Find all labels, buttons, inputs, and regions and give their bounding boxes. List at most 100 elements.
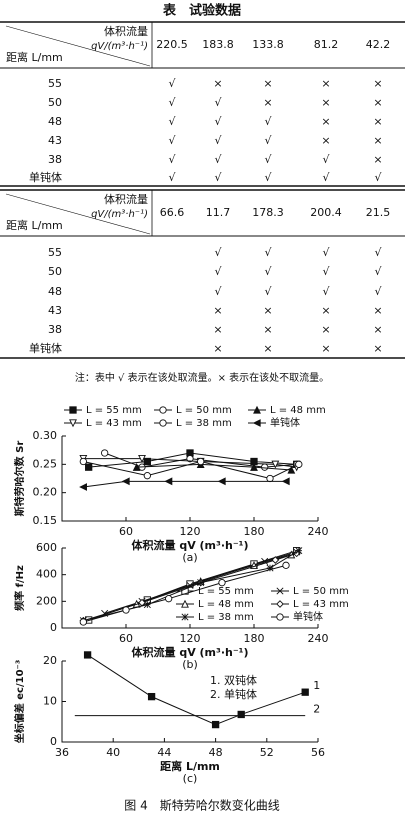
marker [261,463,269,471]
legend-label: L = 43 mm [293,599,349,610]
marker [165,595,173,603]
y-tick-label: 0 [50,621,57,634]
cell: × [321,96,330,109]
y-tick-label: 200 [36,594,57,607]
marker [266,474,274,483]
flow-value: 183.8 [202,38,234,51]
y-tick-label: 0.30 [33,429,58,442]
cell: √ [322,153,330,166]
cell: × [321,77,330,90]
marker [181,599,189,608]
marker [69,419,77,428]
marker [295,460,303,468]
x-tick-label: 180 [244,632,265,645]
cell: √ [322,265,330,278]
marker [138,455,146,463]
marker [83,651,92,659]
legend-label: L = 38 mm [198,612,254,623]
cell: √ [214,265,222,278]
cell: × [263,77,272,90]
marker [237,710,245,719]
x-tick-label: 60 [119,632,133,645]
cell: × [321,115,330,128]
x-tick-label: 36 [55,746,69,759]
cell: √ [214,134,222,147]
x-tick-label: 60 [119,525,133,538]
cell: √ [264,115,272,128]
marker [287,465,296,474]
row-label: 38 [48,323,62,336]
marker [181,613,189,621]
marker [79,618,87,626]
marker [85,463,93,471]
cell: √ [374,265,382,278]
marker [253,405,261,414]
marker [271,556,280,564]
cell: × [373,323,382,336]
x-axis-label: 体积流量 qV (m³·h⁻¹) [131,538,248,552]
marker [132,462,141,471]
header-flow-label: 体积流量 [104,24,148,38]
cell: √ [264,265,272,278]
row-label: 48 [48,285,62,298]
cell: × [373,77,382,90]
row-label: 43 [48,134,62,147]
x-tick-label: 56 [311,746,325,759]
y-tick-label: 400 [36,568,57,581]
flow-value: 220.5 [156,38,188,51]
marker [101,449,109,457]
figure-caption: 图 4 斯特劳哈尔数变化曲线 [124,798,279,813]
cell: × [373,153,382,166]
header-flow-label: 体积流量 [104,192,148,206]
header-row-label: 距离 L/mm [6,50,63,64]
y-tick-label: 0 [50,735,57,748]
cell: √ [214,115,222,128]
chart-sublabel: (b) [182,658,198,671]
x-tick-label: 44 [157,746,171,759]
x-axis-label: 距离 L/mm [160,759,220,773]
marker [266,564,274,572]
marker [69,406,77,414]
y-axis-label: 斯特劳哈尔数 Sr [13,441,26,517]
marker [147,692,156,701]
cell: × [263,342,272,355]
cell: √ [168,171,176,184]
legend-label: L = 50 mm [293,586,349,597]
x-tick-label: 40 [106,746,120,759]
x-axis-label: 体积流量 qV (m³·h⁻¹) [131,645,248,659]
cell: √ [322,246,330,259]
marker [79,483,87,491]
cell: √ [374,246,382,259]
legend-label: L = 50 mm [176,405,232,416]
flow-value: 200.4 [310,206,342,219]
marker [186,455,194,463]
cell: × [373,96,382,109]
cell: × [321,134,330,147]
marker [217,477,226,486]
cell: √ [264,285,272,298]
cell: × [321,304,330,317]
legend-label: 1. 双钝体 [210,673,257,687]
line-label: 1 [313,679,320,692]
marker [197,457,205,466]
cell: √ [264,171,272,184]
y-tick-label: 0.25 [33,457,58,470]
marker [79,457,87,466]
y-tick-label: 10 [43,695,57,708]
marker [276,587,284,595]
marker [143,457,151,466]
cell: × [213,304,222,317]
flow-value: 11.7 [206,206,231,219]
cell: × [373,304,382,317]
legend-label: L = 48 mm [270,405,326,416]
axes [61,436,318,522]
y-axis-label: 频率 f/Hz [13,565,26,611]
y-tick-label: 20 [43,654,57,667]
cell: × [373,134,382,147]
row-label: 55 [48,77,62,90]
series-line [136,463,292,471]
marker [218,579,226,587]
y-tick-label: 0.15 [33,514,58,527]
cell: √ [264,246,272,259]
